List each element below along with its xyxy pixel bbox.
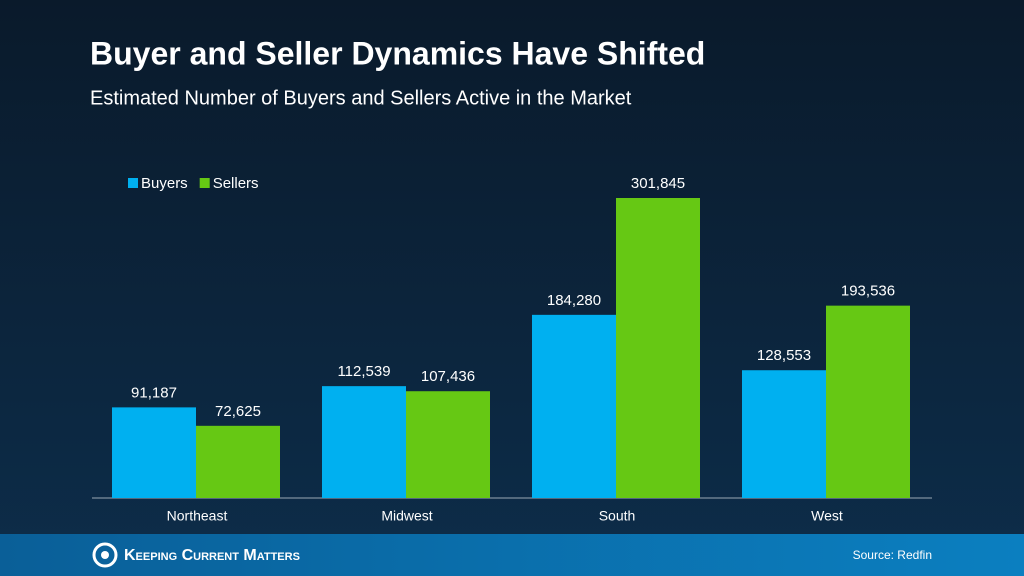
logo xyxy=(92,542,118,568)
data-label: 107,436 xyxy=(421,368,475,385)
brand: Keeping Current Matters xyxy=(124,547,300,564)
x-tick-label: West xyxy=(811,508,843,524)
bar xyxy=(196,425,280,498)
data-label: 193,536 xyxy=(841,283,895,300)
data-label: 91,187 xyxy=(131,384,177,401)
x-tick-label: Northeast xyxy=(167,508,228,524)
data-label: 128,553 xyxy=(757,347,811,364)
legend-label: Sellers xyxy=(213,175,259,192)
data-label: 112,539 xyxy=(337,363,390,380)
source: Source: Redfin xyxy=(853,548,932,562)
data-label: 184,280 xyxy=(547,292,601,309)
logo-icon-center xyxy=(101,551,109,559)
chart-title: Buyer and Seller Dynamics Have Shifted xyxy=(90,35,705,71)
legend-swatch xyxy=(199,178,210,188)
logo-icon xyxy=(92,542,118,568)
legend-swatch xyxy=(128,178,138,188)
legend-label: Buyers xyxy=(141,175,188,192)
chart-subtitle: Estimated Number of Buyers and Sellers A… xyxy=(90,87,632,109)
bar xyxy=(826,305,910,498)
bar xyxy=(406,391,490,498)
footer-band xyxy=(0,534,1024,576)
bar xyxy=(616,198,700,498)
data-label: 72,625 xyxy=(215,403,261,420)
bar xyxy=(322,386,406,498)
bar xyxy=(742,370,826,498)
data-label: 301,845 xyxy=(631,175,685,192)
bar xyxy=(112,407,196,498)
x-tick-label: Midwest xyxy=(381,508,432,524)
bar xyxy=(532,314,616,498)
x-tick-label: South xyxy=(599,508,636,524)
